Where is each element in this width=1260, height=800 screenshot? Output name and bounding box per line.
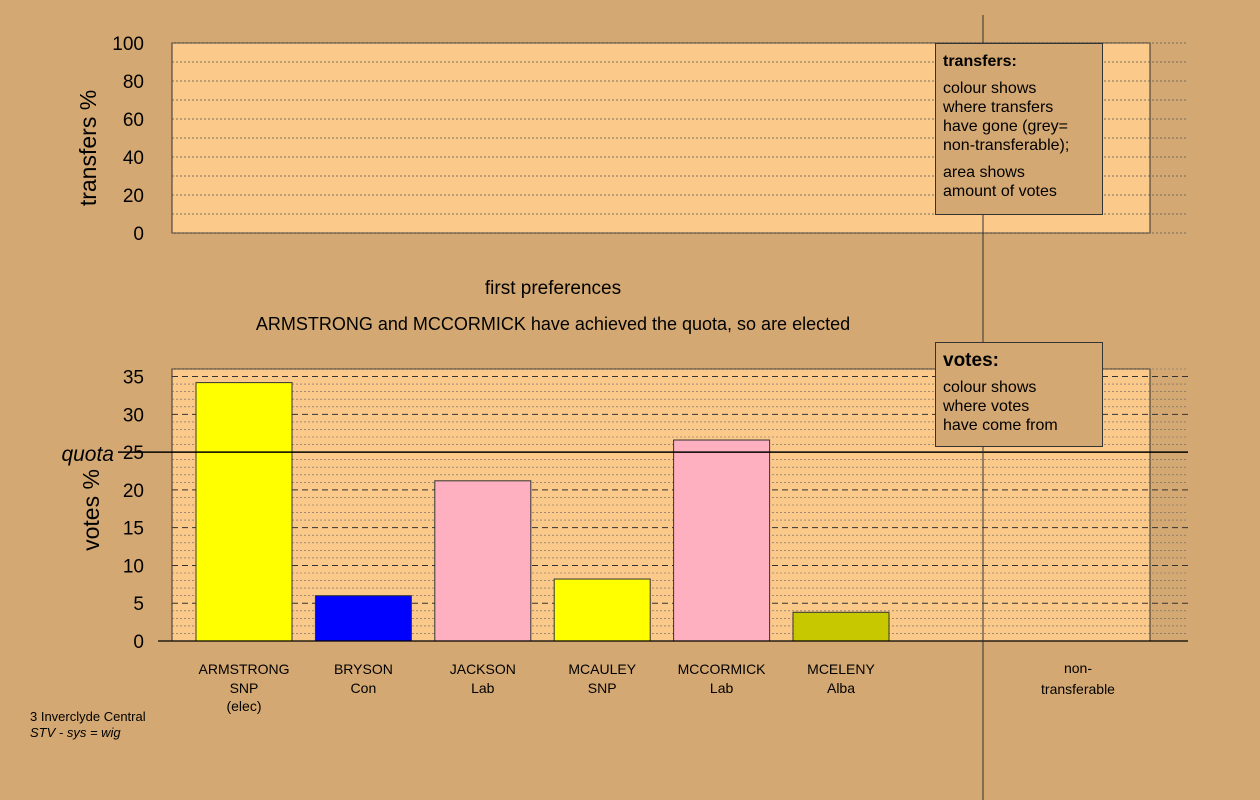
transfers-legend-line: area shows <box>943 164 1025 181</box>
votes-y-tick-label: 35 <box>123 368 144 389</box>
votes-legend: votes: colour shows where votes have com… <box>935 342 1103 447</box>
footer: 3 Inverclyde Central STV - sys = wig <box>30 709 146 741</box>
quota-label: quota <box>61 443 114 466</box>
transfers-y-tick-label: 80 <box>123 72 144 93</box>
non-transferable-label-2: transferable <box>1041 681 1115 697</box>
bar-mccormick <box>673 439 771 642</box>
votes-chart: ARMSTRONG SNP (elec) BRYSON Con JACKSON Lab MCA… <box>118 368 1188 714</box>
x-tick-label-party: Lab <box>471 680 495 696</box>
x-tick-label-note: (elec) <box>226 698 261 714</box>
x-tick-label-party: Con <box>351 680 377 696</box>
transfers-legend-line: have gone (grey= <box>943 118 1068 135</box>
x-tick-label-party: SNP <box>588 680 617 696</box>
transfers-legend-line: amount of votes <box>943 183 1057 200</box>
constituency-label: 3 Inverclyde Central <box>30 709 146 724</box>
votes-y-tick-label: 5 <box>133 594 144 615</box>
x-tick-label-name: ARMSTRONG <box>199 661 290 677</box>
transfers-legend-line: non-transferable); <box>943 137 1070 154</box>
transfers-y-tick-label: 0 <box>133 224 144 245</box>
x-tick-label-party: Alba <box>827 680 855 696</box>
transfers-y-tick-label: 40 <box>123 148 144 169</box>
x-tick-label-name: MCELENY <box>807 661 875 677</box>
transfers-y-tick-label: 20 <box>123 186 144 207</box>
votes-y-tick-label: 10 <box>123 556 144 577</box>
transfers-legend-line: colour shows <box>943 80 1037 97</box>
votes-y-axis-label: votes % <box>78 469 104 551</box>
non-transferable-label-1: non- <box>1064 660 1092 676</box>
votes-y-tick-label: 20 <box>123 481 144 502</box>
transfers-y-axis-label: transfers % <box>75 90 101 206</box>
x-tick-label-name: BRYSON <box>334 661 393 677</box>
system-label: STV - sys = wig <box>30 725 121 740</box>
bar-mcauley <box>553 578 651 642</box>
votes-legend-line: have come from <box>943 417 1058 434</box>
x-tick-label-name: JACKSON <box>450 661 516 677</box>
votes-y-tick-label: 15 <box>123 519 144 540</box>
votes-y-tick-label: 0 <box>133 632 144 653</box>
votes-legend-line: colour shows <box>943 379 1037 396</box>
x-tick-label-name: MCAULEY <box>568 661 636 677</box>
bar-bryson <box>314 595 412 642</box>
transfers-legend: transfers: colour shows where transfers … <box>935 43 1103 215</box>
x-tick-label-party: SNP <box>230 680 259 696</box>
bar-armstrong <box>195 382 293 642</box>
bar-jackson <box>434 480 532 642</box>
votes-legend-heading: votes: <box>943 350 999 371</box>
chart-title: first preferences <box>485 278 621 299</box>
chart-subtitle: ARMSTRONG and MCCORMICK have achieved th… <box>256 314 850 334</box>
transfers-y-tick-label: 100 <box>112 34 144 55</box>
x-tick-label-name: MCCORMICK <box>678 661 767 677</box>
votes-y-tick-label: 30 <box>123 405 144 426</box>
transfers-y-tick-label: 60 <box>123 110 144 131</box>
votes-y-tick-label: 25 <box>123 443 144 464</box>
x-tick-label-party: Lab <box>710 680 734 696</box>
bar-mceleny <box>792 611 890 642</box>
transfers-legend-heading: transfers: <box>943 53 1017 70</box>
votes-legend-line: where votes <box>943 398 1030 415</box>
transfers-legend-line: where transfers <box>943 99 1054 116</box>
